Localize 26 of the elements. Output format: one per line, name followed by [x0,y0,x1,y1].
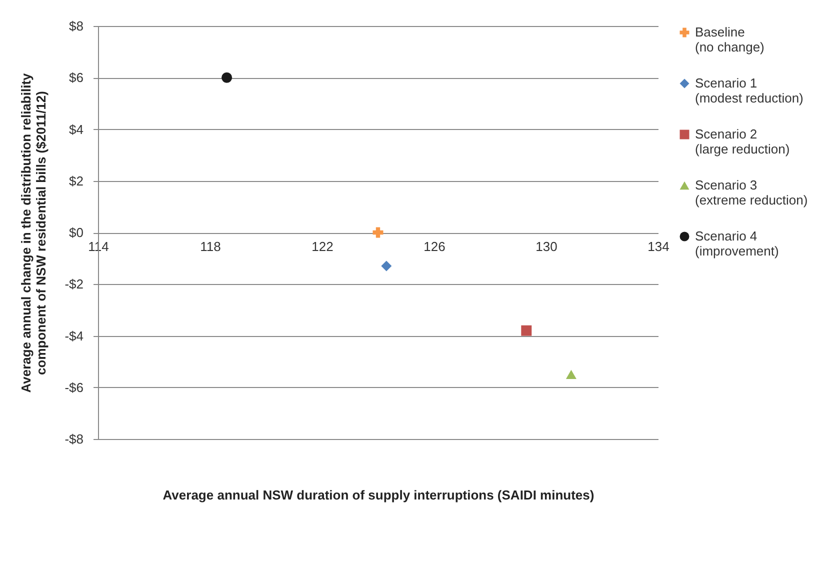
y-tick-label: -$2 [64,276,84,292]
x-tick-label: 134 [648,239,670,254]
y-tick-label: -$6 [64,380,84,395]
x-tick-label: 118 [200,239,221,254]
legend-label: Scenario 2 (large reduction) [695,126,790,156]
legend-label: Scenario 3 (extreme reduction) [695,178,808,208]
y-tick-label: $4 [69,122,84,137]
legend-label: Scenario 1 (modest reduction) [695,76,804,106]
y-tick-label: $2 [69,173,84,188]
y-tick-label: $6 [69,70,84,86]
point [222,72,232,83]
point [566,370,576,380]
y-tick-label: -$4 [64,328,84,344]
y-tick-label: $8 [69,18,84,34]
x-tick-label: 126 [424,239,446,254]
y-axis-title: Average annual change in the distribution reliability component of NSW residential bills ($2011/12) [18,72,49,393]
x-tick-label: 130 [536,239,558,254]
legend-label: Scenario 4 (improvement) [695,228,779,258]
point [381,260,392,272]
y-tick-label: $0 [69,225,84,240]
x-axis-title: Average annual NSW duration of supply interruptions (SAIDI minutes) [162,488,594,502]
point [521,325,532,336]
point [372,227,384,238]
legend-label: Baseline (no change) [695,24,764,54]
x-tick-label: 122 [312,239,334,254]
y-tick-label: -$8 [64,432,84,446]
